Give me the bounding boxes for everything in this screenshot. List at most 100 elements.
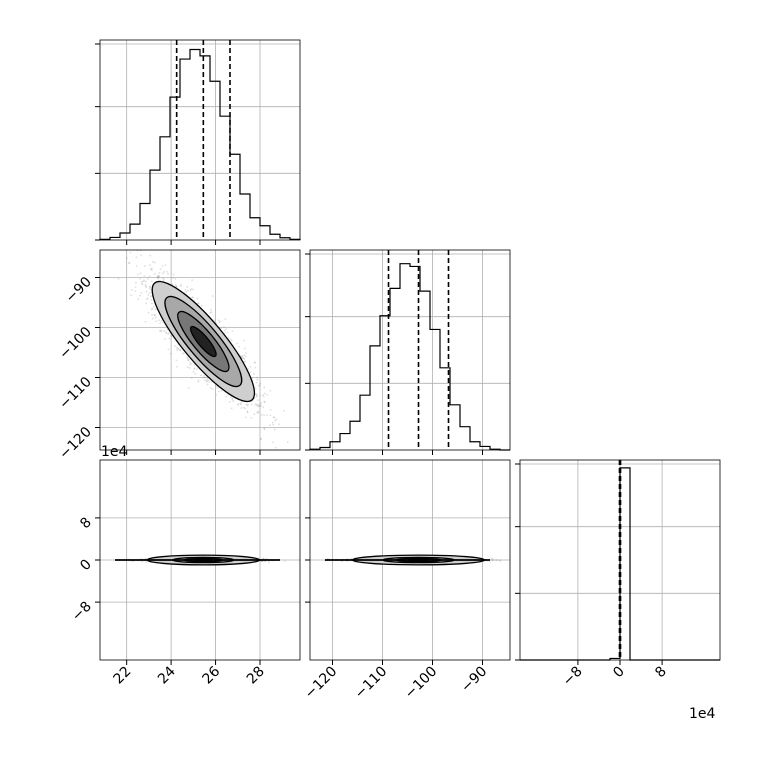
scatter-point xyxy=(168,337,171,340)
scatter-point xyxy=(166,328,169,331)
scatter-point xyxy=(225,328,228,330)
scatter-point xyxy=(244,407,247,410)
scatter-point xyxy=(143,275,146,277)
histogram-step xyxy=(99,48,301,240)
scatter-point xyxy=(231,397,234,400)
scatter-point xyxy=(175,285,178,288)
scatter-point xyxy=(245,416,247,419)
scatter-point xyxy=(269,389,272,392)
scatter-point xyxy=(525,559,527,561)
scatter-point xyxy=(229,396,232,399)
scatter-point xyxy=(202,376,204,379)
histogram-bar xyxy=(260,226,270,240)
scatter-point xyxy=(158,275,161,277)
y-tick-label: −8 xyxy=(69,599,95,625)
scatter-point xyxy=(157,276,160,278)
scatter-point xyxy=(170,335,173,337)
scatter-point xyxy=(144,283,147,286)
scatter-point xyxy=(131,288,133,291)
scatter-point xyxy=(220,389,223,392)
scatter-point xyxy=(149,295,152,298)
scatter-point xyxy=(203,375,206,377)
x-tick-label: −120 xyxy=(302,664,341,703)
x-tick-label: −100 xyxy=(402,664,441,703)
scatter-point xyxy=(193,368,196,371)
scatter-point xyxy=(163,330,165,332)
scatter-point xyxy=(145,290,148,293)
scatter-point xyxy=(210,308,212,311)
scatter-point xyxy=(186,356,189,359)
scatter-point xyxy=(152,261,154,263)
scatter-point xyxy=(161,265,164,267)
scatter-point xyxy=(272,416,275,419)
scatter-point xyxy=(257,410,260,413)
scatter-point xyxy=(256,411,259,414)
scatter-point xyxy=(149,254,152,257)
scatter-point xyxy=(146,278,149,280)
scatter-point xyxy=(262,406,265,409)
scatter-point xyxy=(254,366,257,369)
scatter-point xyxy=(206,380,208,383)
scatter-point xyxy=(231,330,234,333)
histogram-bar xyxy=(150,170,160,240)
scatter-point xyxy=(231,398,234,401)
scatter-point xyxy=(346,560,349,563)
scatter-point xyxy=(230,340,233,342)
scatter-point xyxy=(274,446,277,449)
scatter-point xyxy=(144,321,147,323)
contour-level xyxy=(189,325,217,358)
scatter-point xyxy=(262,557,265,560)
scatter-point xyxy=(129,251,132,254)
scatter-point xyxy=(208,381,211,384)
scatter-point xyxy=(186,366,189,369)
scatter-point xyxy=(220,327,223,329)
x-tick-label: −90 xyxy=(458,664,490,696)
scatter-point xyxy=(163,270,166,273)
scatter-point xyxy=(172,273,175,276)
scatter-point xyxy=(190,288,193,291)
scatter-point xyxy=(225,395,228,398)
scatter-point xyxy=(223,329,226,332)
scatter-point xyxy=(149,292,151,294)
scatter-point xyxy=(143,279,146,282)
scatter-point xyxy=(187,359,190,361)
scatter-point xyxy=(160,330,163,333)
scatter-point xyxy=(254,403,257,405)
axes-frame xyxy=(99,39,301,241)
y-tick-label: 0 xyxy=(77,557,95,575)
scatter-point xyxy=(191,279,194,281)
scatter-point xyxy=(139,294,141,297)
scatter-point xyxy=(269,414,272,417)
scatter-point xyxy=(249,365,252,368)
scatter-point xyxy=(246,410,249,413)
scatter-point xyxy=(242,357,245,359)
scatter-point xyxy=(147,294,150,297)
scatter-point xyxy=(223,326,225,328)
histogram-bar xyxy=(240,194,250,240)
scatter-point xyxy=(159,322,161,325)
scatter-point xyxy=(148,275,151,278)
scatter-point xyxy=(152,305,155,308)
histogram-bar xyxy=(330,442,340,450)
scatter-point xyxy=(150,308,153,311)
scatter-point xyxy=(275,418,278,421)
density-contours xyxy=(151,280,256,403)
scatter-point xyxy=(152,235,154,237)
scatter-point xyxy=(155,320,158,323)
scatter-point xyxy=(157,276,159,279)
scatter-point xyxy=(263,428,266,431)
scatter-point xyxy=(161,277,164,280)
x-tick-label: 24 xyxy=(155,663,179,687)
scatter-point xyxy=(148,287,151,290)
scatter-point xyxy=(145,286,148,288)
scatter-point xyxy=(271,421,274,424)
scatter-point xyxy=(151,302,153,305)
scatter-point xyxy=(197,379,200,382)
scatter-point xyxy=(139,272,142,275)
scatter-point xyxy=(163,278,165,281)
hist-p1 xyxy=(305,249,511,455)
y-tick-label: −120 xyxy=(56,424,95,463)
scatter-point xyxy=(187,289,189,292)
x-tick-label: 22 xyxy=(111,664,135,688)
